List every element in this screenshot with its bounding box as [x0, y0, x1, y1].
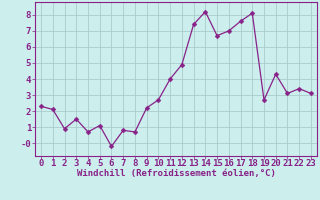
- X-axis label: Windchill (Refroidissement éolien,°C): Windchill (Refroidissement éolien,°C): [76, 169, 276, 178]
